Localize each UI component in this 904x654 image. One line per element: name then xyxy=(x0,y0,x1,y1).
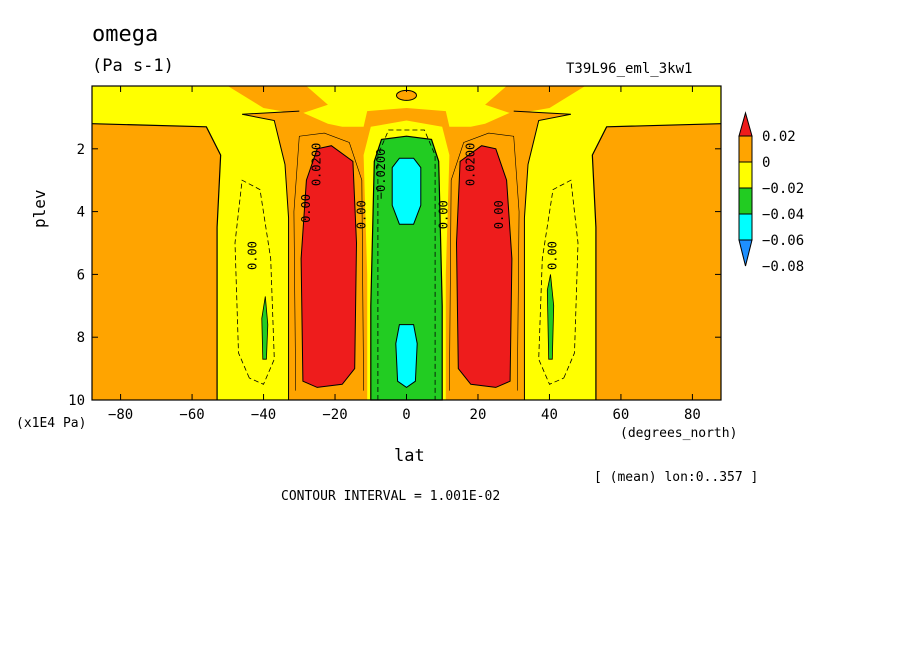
x-tick-label: −40 xyxy=(251,407,276,423)
colorbar-label: 0 xyxy=(762,155,770,171)
x-tick-label: −60 xyxy=(179,407,204,423)
region-red-core-right xyxy=(455,145,513,388)
x-tick-label: 80 xyxy=(684,407,701,423)
mean-note: [ (mean) lon:0..357 ] xyxy=(594,470,759,485)
y-tick-label: 2 xyxy=(77,142,85,158)
contour-dashed-left xyxy=(234,179,275,385)
contour-thin-left xyxy=(293,132,364,391)
contour-inner-left xyxy=(242,110,300,400)
region-orange-top-left xyxy=(227,86,328,115)
contour-label: 0.00 xyxy=(299,194,313,223)
contour-interval-label: CONTOUR INTERVAL = 1.001E-02 xyxy=(281,489,501,504)
contour-label: 0.00 xyxy=(492,200,506,229)
colorbar-red-arrow xyxy=(738,111,753,137)
colorbar-label: −0.08 xyxy=(762,259,804,275)
x-tick-label: 0 xyxy=(402,407,410,423)
contour-field xyxy=(91,85,722,401)
contour-zero-left xyxy=(91,123,222,400)
colorbar-swatch xyxy=(738,213,753,241)
contour-labels: 0.00 0.00 0.00 0.00 0.00 0.00 0.0200 0.0200 −0.0… xyxy=(245,143,559,270)
x-tick-label: −20 xyxy=(322,407,347,423)
region-green-sliver-left xyxy=(261,296,269,360)
colorbar-label: −0.04 xyxy=(762,207,804,223)
contour-label: 0.00 xyxy=(245,241,259,270)
contour-label: −0.0200 xyxy=(374,149,388,200)
y-tick-label: 10 xyxy=(68,393,85,409)
contour-inner-right xyxy=(513,110,571,400)
contour-zero-right xyxy=(591,123,722,400)
region-red-core-left xyxy=(300,145,358,388)
contour-label: 0.0200 xyxy=(463,143,477,186)
contour-dashed-right xyxy=(538,179,579,385)
contour-label: 0.00 xyxy=(546,241,560,270)
run-id-label: T39L96_eml_3kw1 xyxy=(566,61,693,77)
region-cyan-upper xyxy=(391,157,422,225)
colorbar-swatch xyxy=(738,187,753,215)
contour-label: 0.00 xyxy=(437,200,451,229)
colorbar-swatch xyxy=(738,161,753,189)
region-cyan-lower xyxy=(395,324,418,389)
y-tick-label: 4 xyxy=(77,205,85,221)
region-green-sliver-right xyxy=(546,274,555,360)
colorbar-swatch xyxy=(738,135,753,163)
y-axis-unit-label: (x1E4 Pa) xyxy=(16,416,87,431)
contour-label: 0.00 xyxy=(354,200,368,229)
contour-thin-right xyxy=(449,132,520,391)
x-tick-label: 40 xyxy=(541,407,558,423)
y-tick-label: 8 xyxy=(77,330,85,346)
x-tick-label: 60 xyxy=(613,407,630,423)
region-orange-top-right xyxy=(485,86,586,115)
colorbar: 0.02 0 −0.02 −0.04 −0.06 −0.08 xyxy=(738,111,804,275)
chart-units: (Pa s-1) xyxy=(92,56,174,76)
x-axis-unit-label: (degrees_north) xyxy=(620,426,738,441)
x-axis-label: lat xyxy=(394,446,425,466)
region-green-center xyxy=(370,135,443,401)
contour-label: 0.0200 xyxy=(310,143,324,186)
colorbar-label: −0.02 xyxy=(762,181,804,197)
colorbar-label: 0.02 xyxy=(762,129,796,145)
colorbar-label: −0.06 xyxy=(762,233,804,249)
x-tick-label: 20 xyxy=(470,407,487,423)
chart-title: omega xyxy=(92,22,159,47)
colorbar-blue-arrow xyxy=(738,239,753,267)
x-tick-label: −80 xyxy=(108,407,133,423)
axis-ticks: −80 −60 −40 −20 0 20 40 60 80 2 4 6 8 10 xyxy=(68,86,721,423)
y-tick-label: 6 xyxy=(77,267,85,283)
region-yellow-upper xyxy=(92,86,721,400)
